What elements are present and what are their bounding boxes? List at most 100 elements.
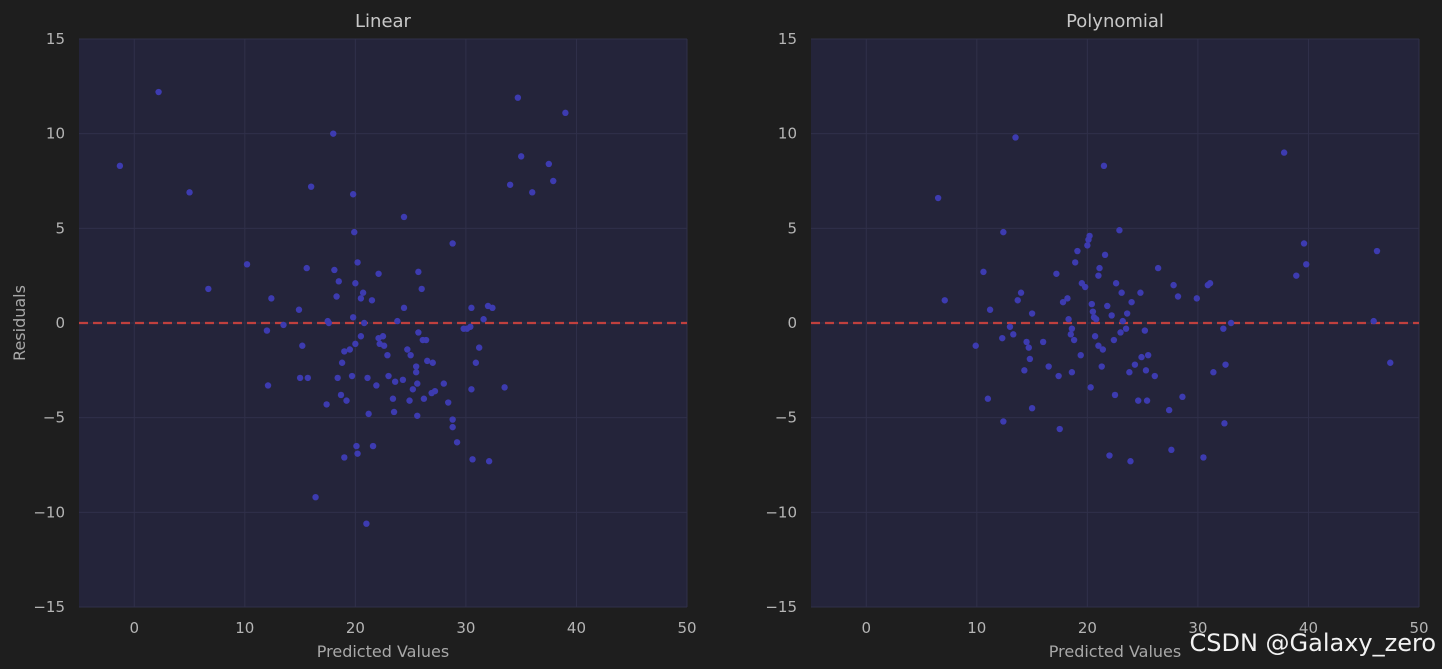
data-point (296, 374, 304, 382)
data-point (469, 456, 476, 463)
data-point (1221, 420, 1228, 427)
data-point (1026, 355, 1034, 363)
data-point (480, 316, 487, 323)
data-point (1119, 317, 1126, 325)
data-point (980, 268, 987, 276)
x-tick-label: 0 (861, 619, 871, 637)
data-point (352, 340, 359, 348)
data-point (323, 401, 330, 408)
data-point (409, 386, 417, 393)
data-point (1179, 393, 1186, 401)
data-point (1086, 232, 1093, 240)
data-point (1210, 369, 1217, 376)
data-point (205, 285, 212, 293)
data-point (1370, 317, 1377, 325)
data-point (1303, 261, 1310, 268)
data-point (449, 240, 456, 247)
x-tick-label: 20 (1078, 619, 1097, 637)
data-point (1144, 351, 1152, 359)
data-point (368, 297, 376, 304)
data-point (384, 351, 391, 359)
data-point (1068, 325, 1076, 332)
data-point (385, 372, 392, 380)
data-point (562, 109, 569, 117)
y-tick-label: −10 (33, 503, 65, 521)
data-point (1056, 425, 1063, 433)
x-tick-labels: 0 10 20 30 40 50 (861, 619, 1428, 637)
data-point (349, 191, 357, 198)
data-point (1220, 325, 1227, 332)
data-point (986, 306, 994, 313)
data-point (186, 189, 193, 196)
data-point (1135, 397, 1142, 404)
data-points (934, 134, 1394, 465)
data-point (1055, 372, 1062, 380)
y-tick-label: 5 (55, 219, 65, 237)
data-point (1045, 363, 1052, 370)
chart-title: Polynomial (1066, 11, 1164, 32)
data-point (348, 372, 356, 380)
data-point (263, 327, 271, 334)
data-point (1067, 331, 1074, 338)
polynomial-residual-plot: 0 10 20 30 40 50 −15 −10 −5 0 5 10 15 Polynomial Pr… (765, 11, 1428, 661)
data-point (431, 387, 439, 395)
y-tick-labels: −15 −10 −5 0 5 10 15 (33, 30, 65, 616)
y-tick-label: −5 (775, 409, 797, 427)
data-point (941, 297, 948, 304)
y-axis-label: Residuals (10, 285, 29, 361)
y-tick-label: 15 (46, 30, 65, 48)
data-point (295, 306, 303, 313)
data-point (412, 369, 420, 376)
data-point (1081, 283, 1089, 291)
data-point (1100, 162, 1108, 170)
x-tick-label: 0 (129, 619, 139, 637)
data-point (307, 183, 315, 190)
watermark: CSDN @Galaxy_zero (1189, 629, 1436, 657)
data-point (407, 351, 414, 359)
data-point (343, 397, 350, 404)
data-point (1104, 302, 1111, 310)
data-point (352, 280, 359, 287)
data-point (424, 357, 431, 365)
data-point (999, 334, 1006, 342)
chart-title: Linear (355, 11, 412, 32)
x-tick-label: 20 (346, 619, 365, 637)
linear-residual-plot: 0 10 20 30 40 50 −15 −10 −5 0 5 10 15 Linear Predic… (10, 11, 697, 661)
data-point (1010, 331, 1017, 338)
data-point (449, 416, 456, 423)
data-point (389, 395, 397, 402)
data-point (406, 397, 413, 404)
data-point (1193, 295, 1201, 302)
data-point (415, 268, 422, 276)
data-point (1087, 384, 1094, 391)
y-tick-label: −15 (765, 598, 797, 616)
data-point (1206, 280, 1214, 287)
data-point (353, 442, 360, 450)
data-point (1053, 270, 1060, 277)
data-point (1138, 353, 1145, 361)
data-point (1127, 458, 1134, 465)
x-tick-label: 40 (567, 619, 586, 637)
data-point (1200, 454, 1207, 461)
data-point (1068, 369, 1076, 376)
data-point (1093, 316, 1100, 323)
data-point (341, 348, 348, 355)
data-point (1039, 338, 1047, 346)
data-point (506, 181, 514, 188)
y-tick-label: 0 (787, 314, 797, 332)
data-point (415, 329, 422, 336)
data-point (501, 384, 508, 391)
data-point (414, 380, 421, 387)
data-point (1064, 295, 1071, 302)
data-point (1095, 342, 1102, 349)
data-point (391, 378, 399, 385)
data-point (1074, 247, 1081, 255)
data-point (1006, 323, 1014, 330)
data-point (1084, 242, 1091, 249)
data-point (404, 346, 411, 353)
data-point (299, 342, 306, 349)
data-point (1227, 319, 1235, 327)
data-point (1116, 227, 1123, 234)
data-point (351, 228, 358, 236)
